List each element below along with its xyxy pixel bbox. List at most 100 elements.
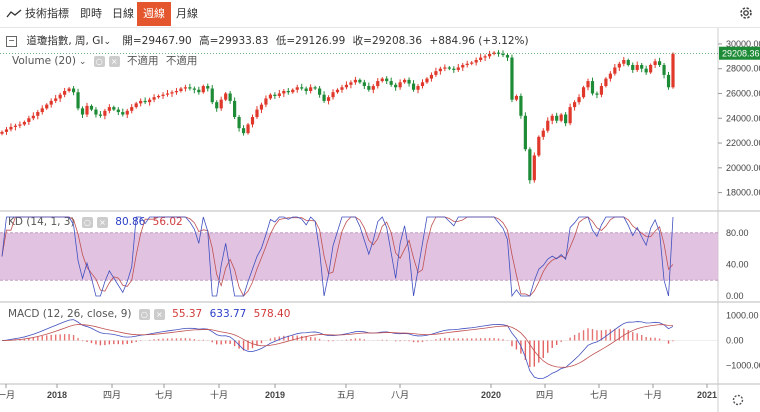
candle-body: [125, 110, 129, 115]
candle-body: [514, 95, 519, 100]
candle-body: [353, 79, 357, 83]
candle-body: [604, 78, 608, 87]
candle-body: [626, 60, 630, 65]
indicator-menu[interactable]: 技術指標: [6, 2, 69, 26]
candle-body: [362, 82, 366, 87]
candle-body: [71, 88, 76, 93]
gear-icon[interactable]: [738, 5, 754, 21]
kd-label[interactable]: KD (14, 1, 3): [8, 216, 75, 228]
candle-body: [121, 112, 125, 115]
candle-body: [36, 112, 40, 116]
candle-body: [9, 126, 13, 130]
settings-icon[interactable]: ○: [81, 216, 93, 228]
ohlc-values: 開=29467.90 高=29933.83 低=29126.99 收=29208…: [122, 35, 529, 47]
candle-body: [22, 121, 26, 125]
candle-body: [273, 94, 277, 96]
chevron-down-icon[interactable]: ⌄: [75, 57, 87, 67]
candle-body: [501, 53, 505, 56]
open-value: 29467.90: [141, 35, 192, 47]
candle-body: [510, 57, 514, 100]
candle-body: [398, 82, 402, 88]
x-tick-label: 五月: [337, 390, 355, 400]
candle-body: [54, 98, 58, 101]
candle-body: [85, 105, 89, 115]
candle-body: [416, 86, 420, 90]
settings-icon[interactable]: ○: [93, 55, 105, 67]
close-icon[interactable]: ×: [153, 308, 165, 320]
candle-body: [519, 95, 523, 116]
candle-body: [67, 88, 71, 91]
candle-body: [474, 60, 478, 63]
candle-body: [537, 136, 541, 156]
candle-body: [671, 53, 675, 88]
candle-body: [94, 109, 98, 115]
x-tick-label: 七月: [590, 390, 608, 400]
tab-monthly[interactable]: 月線: [176, 7, 198, 20]
candle-body: [255, 109, 259, 118]
candle-body: [300, 87, 304, 89]
candle-body: [259, 104, 264, 110]
x-tick-label: 2020: [481, 390, 501, 400]
candle-body: [174, 91, 179, 93]
candle-body: [385, 78, 389, 82]
low-value: 29126.99: [295, 35, 346, 47]
candle-body: [58, 94, 62, 99]
price-chart[interactable]: 30000.00 28000.00 26000.00 24000.00 22000.00…: [0, 28, 760, 412]
candle-body: [599, 86, 604, 95]
candle-body: [376, 81, 380, 87]
collapse-icon[interactable]: −: [6, 35, 17, 47]
candle-body: [277, 93, 281, 96]
kd-tick-label: 80.00: [726, 228, 749, 238]
candle-body: [201, 86, 205, 93]
candle-body: [380, 78, 384, 82]
kd-d-value: 56.02: [152, 216, 183, 228]
candle-body: [367, 86, 371, 90]
candle-body: [219, 99, 223, 109]
candle-body: [335, 89, 340, 93]
kd-d-line: [1, 216, 674, 297]
candle-body: [89, 105, 94, 110]
macd-legend: MACD (12, 26, close, 9) ○ × 55.37 633.77 …: [8, 308, 290, 320]
candle-body: [586, 81, 590, 88]
volume-label[interactable]: Volume (20): [12, 55, 76, 67]
price-tick-label: 26000.00: [726, 88, 760, 98]
candle-body: [0, 131, 4, 134]
close-icon[interactable]: ×: [108, 55, 120, 67]
candle-body: [559, 114, 563, 121]
volume-legend: Volume (20) ⌄ ○ × 不適用 不適用: [12, 53, 197, 68]
macd-label[interactable]: MACD (12, 26, close, 9): [8, 308, 132, 320]
kd-tick-label: 0.00: [726, 291, 744, 301]
volume-na-2: 不適用: [165, 55, 198, 67]
candle-body: [282, 91, 286, 94]
candle-body: [143, 100, 147, 103]
candle-body: [241, 128, 246, 134]
tab-daily[interactable]: 日線: [112, 7, 134, 20]
macd-tick-label: 0.00: [726, 336, 744, 346]
indicator-chart-icon: [6, 9, 22, 18]
settings-icon[interactable]: ○: [138, 308, 150, 320]
x-tick-label: 八月: [391, 390, 409, 400]
candle-body: [304, 88, 308, 91]
candle-body: [165, 93, 170, 95]
price-tick-label: 22000.00: [726, 138, 760, 148]
tab-weekly[interactable]: 週線: [137, 2, 171, 26]
last-price-tag: [719, 46, 760, 60]
x-tick-label: 七月: [155, 390, 173, 400]
close-icon[interactable]: ×: [96, 216, 108, 228]
candle-body: [344, 84, 349, 88]
candle-body: [631, 64, 635, 70]
change-value: +884.96: [429, 35, 475, 47]
chevron-down-icon[interactable]: ⌄: [103, 37, 111, 47]
x-tick-label: 十月: [210, 389, 228, 400]
candle-body: [505, 55, 510, 58]
last-price-label: 29208.36: [722, 49, 760, 59]
x-tick-label: 四月: [536, 390, 554, 400]
symbol-title[interactable]: 道瓊指數, 周, GI: [26, 35, 104, 47]
tab-realtime[interactable]: 即時: [80, 7, 102, 20]
kd-band: [0, 232, 718, 281]
candle-body: [130, 107, 134, 111]
kd-tick-label: 40.00: [726, 259, 749, 269]
candle-body: [358, 79, 362, 83]
volume-na-1: 不適用: [127, 55, 159, 67]
close-value: 29208.36: [371, 35, 423, 47]
